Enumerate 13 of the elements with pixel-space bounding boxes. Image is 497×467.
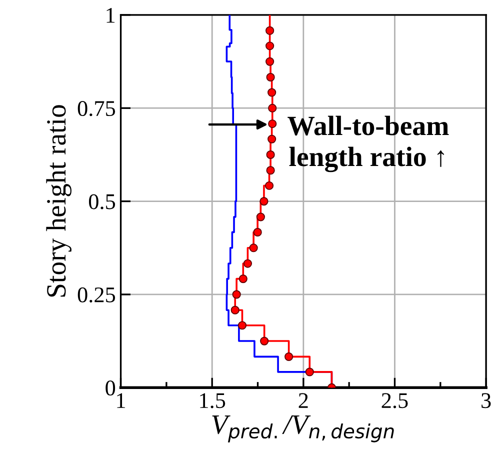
y-tick-label: 0 [106, 380, 116, 396]
y-tick-label: 0.75 [78, 101, 116, 116]
annotation: Wall-to-beam length ratio ↑ [288, 116, 449, 172]
y-tick-label: 1 [106, 8, 115, 23]
x-tick-label: 1.5 [200, 393, 226, 408]
x-tick-label: 1 [117, 393, 125, 408]
y-tick-label: 0.5 [88, 194, 116, 210]
y-axis-title: Story height ratio [46, 105, 72, 297]
x-tick-label: 3 [482, 393, 491, 408]
x-tick-label: 2 [298, 393, 308, 408]
y-tick-label: 0.25 [78, 287, 116, 302]
x-tick-label: 2.5 [382, 393, 408, 408]
x-axis-title: V$_{pred.}$/V$_{n,design}$ [212, 415, 394, 442]
